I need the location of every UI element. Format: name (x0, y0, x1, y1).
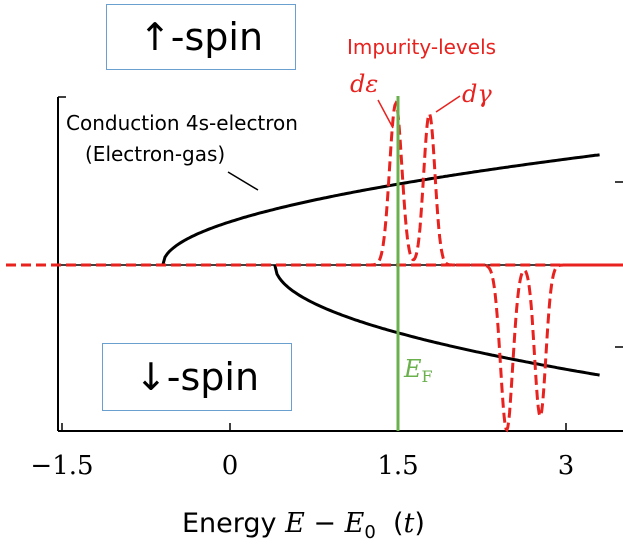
d-epsilon-pointer (377, 99, 394, 129)
fermi-label: EF (403, 355, 433, 386)
impurity-label: Impurity-levels (347, 35, 496, 59)
up-spin-label: ↑-spin (138, 15, 264, 59)
up-spin-box: ↑-spin (106, 4, 296, 70)
electron-gas-label: (Electron-gas) (85, 142, 225, 166)
down-spin-conduction-curve (273, 264, 600, 377)
down-spin-impurity-curve (6, 263, 623, 433)
x-tick-label: 1.5 (377, 451, 418, 481)
d-gamma-label: dγ (462, 80, 492, 108)
down-spin-label: ↓-spin (134, 355, 260, 399)
d-gamma-pointer (435, 95, 461, 113)
x-tick-label: 3 (558, 451, 575, 481)
x-tick-label: 0 (222, 451, 239, 481)
x-ticks: −1.5 0 1.5 3 (30, 423, 574, 481)
d-epsilon-label: dε (350, 70, 378, 98)
conduction-pointer (227, 171, 259, 191)
down-spin-box: ↓-spin (102, 343, 292, 411)
up-spin-conduction-curve (161, 153, 600, 266)
curves (6, 100, 623, 433)
x-axis-title: Energy E − E0 (t) (182, 508, 425, 543)
up-spin-impurity-curve (6, 100, 623, 267)
x-tick-label: −1.5 (30, 451, 93, 481)
conduction-label: Conduction 4s-electron (66, 111, 298, 135)
